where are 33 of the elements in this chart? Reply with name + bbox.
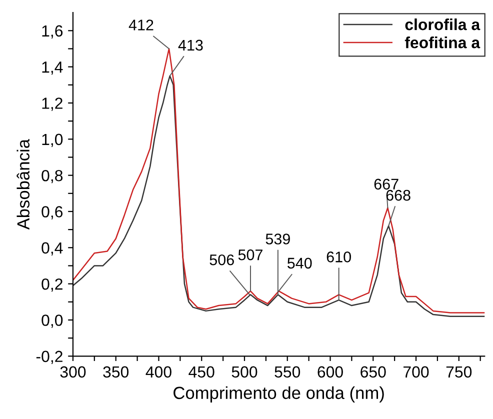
x-axis-title: Comprimento de onda (nm) (174, 386, 384, 402)
annotation: 507 (238, 249, 262, 260)
annotation: 667 (374, 178, 398, 190)
annotation: 413 (178, 40, 203, 51)
y-tick-label: 1,2 (42, 98, 62, 111)
annotation: 668 (386, 190, 410, 201)
annotation: 412 (128, 20, 154, 30)
annotation: 610 (326, 252, 351, 262)
y-tick-label: 1,0 (42, 134, 63, 147)
annotation: 540 (287, 258, 312, 269)
y-tick-label: -0,2 (36, 350, 62, 364)
x-tick-label: 400 (146, 366, 172, 378)
x-tick-label: 650 (360, 366, 386, 378)
y-tick-label: 0,8 (42, 170, 63, 184)
y-tick-label: 1,6 (42, 25, 63, 38)
x-tick-label: 550 (274, 366, 300, 378)
y-tick-label: 0,2 (42, 278, 62, 292)
x-tick-label: 450 (188, 366, 214, 378)
x-tick-label: 750 (446, 366, 472, 378)
y-tick-label: 0,6 (42, 206, 63, 220)
x-tick-label: 350 (103, 366, 129, 378)
x-tick-label: 300 (60, 366, 86, 378)
y-tick-label: 0,4 (42, 242, 63, 256)
y-tick-label: 1,4 (42, 62, 63, 75)
legend-label: feofitina a (404, 36, 480, 48)
annotation: 539 (266, 234, 290, 244)
x-tick-label: 700 (404, 366, 429, 378)
legend-label: clorofila a (405, 18, 480, 30)
x-tick-label: 600 (318, 366, 343, 378)
x-tick-label: 500 (232, 366, 258, 378)
y-tick-label: 0,0 (42, 314, 63, 328)
annotation: 506 (210, 254, 234, 266)
y-axis-title: Absobância (16, 138, 30, 230)
